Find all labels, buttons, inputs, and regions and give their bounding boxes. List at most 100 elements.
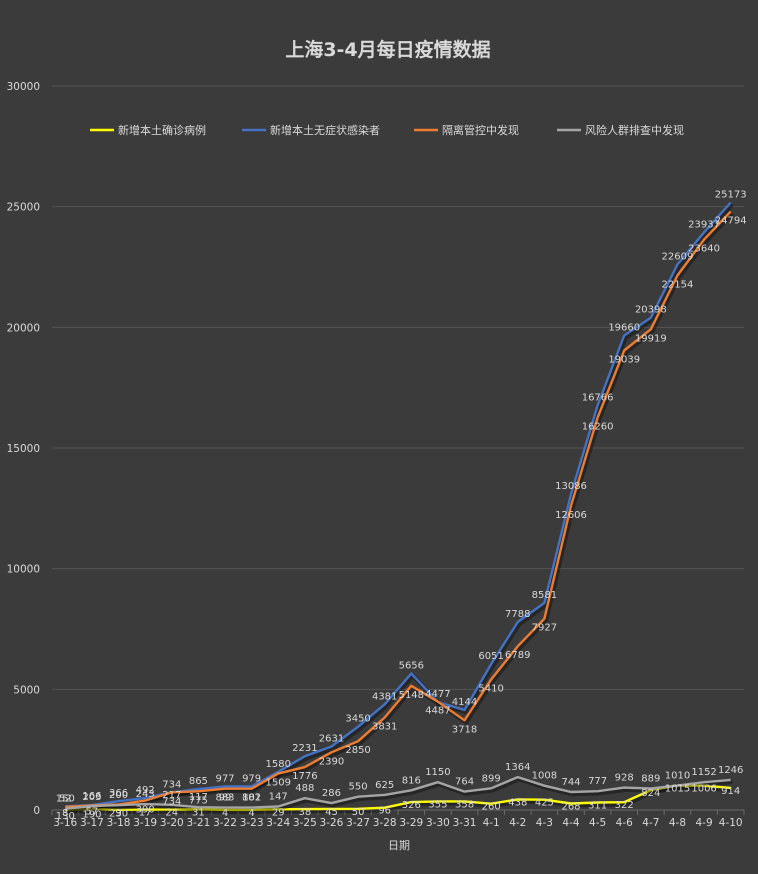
chart-title: 上海3-4月每日疫情数据 xyxy=(285,38,490,61)
series-line-shadow xyxy=(66,776,733,813)
data-label: 734 xyxy=(162,779,181,790)
data-label: 4477 xyxy=(425,689,450,700)
data-label: 99 xyxy=(219,793,232,804)
data-labels: 8 57 9 17 24 31 4 4 29 38 45 50 96 326 355 358 260 438 425… xyxy=(56,189,747,821)
data-label: 16766 xyxy=(582,392,614,403)
data-label: 355 xyxy=(428,799,447,810)
x-tick-label: 3-25 xyxy=(293,817,317,829)
data-label: 200 xyxy=(109,790,128,801)
data-label: 19660 xyxy=(608,323,640,334)
data-label: 50 xyxy=(352,807,365,818)
x-tick-label: 4-7 xyxy=(642,817,659,829)
data-label: 147 xyxy=(269,791,288,802)
data-label: 1364 xyxy=(505,762,530,773)
y-tick-label: 30000 xyxy=(7,81,40,93)
data-label: 1580 xyxy=(266,759,291,770)
data-label: 889 xyxy=(641,774,660,785)
data-label: 4 xyxy=(222,808,228,819)
data-label: 865 xyxy=(189,776,208,787)
legend-label: 新增本土确诊病例 xyxy=(118,123,206,137)
data-label: 744 xyxy=(561,777,580,788)
data-label: 25173 xyxy=(715,189,747,200)
data-label: 1006 xyxy=(691,784,716,795)
data-label: 899 xyxy=(482,773,501,784)
data-label: 550 xyxy=(349,782,368,793)
x-tick-label: 4-1 xyxy=(483,817,500,829)
x-tick-label: 4-9 xyxy=(695,817,712,829)
x-tick-label: 3-17 xyxy=(80,817,104,829)
data-label: 19039 xyxy=(608,355,640,366)
data-label: 24 xyxy=(165,807,178,818)
data-label: 6051 xyxy=(478,651,503,662)
x-tick-label: 3-19 xyxy=(133,817,157,829)
data-label: 4 xyxy=(248,808,254,819)
x-tick-label: 3-23 xyxy=(240,817,264,829)
series-line-shadow xyxy=(66,785,733,815)
x-tick-label: 4-8 xyxy=(669,817,686,829)
data-label: 217 xyxy=(162,790,181,801)
data-label: 1246 xyxy=(718,765,743,776)
data-label: 20398 xyxy=(635,305,667,316)
data-label: 734 xyxy=(162,796,181,807)
y-tick-label: 0 xyxy=(33,805,40,817)
data-label: 29 xyxy=(272,807,285,818)
data-label: 777 xyxy=(588,776,607,787)
data-label: 4487 xyxy=(425,706,450,717)
data-label: 882 xyxy=(242,793,261,804)
data-label: 4381 xyxy=(372,691,397,702)
series-line-shadow xyxy=(66,212,734,812)
data-label: 117 xyxy=(189,792,208,803)
data-label: 1152 xyxy=(691,767,716,778)
x-tick-label: 3-31 xyxy=(453,817,477,829)
data-label: 2631 xyxy=(319,734,344,745)
data-label: 31 xyxy=(192,807,205,818)
x-tick-label: 4-2 xyxy=(509,817,526,829)
data-label: 3450 xyxy=(345,714,370,725)
series-line-3 xyxy=(65,210,732,809)
data-label: 1150 xyxy=(425,767,450,778)
x-tick-label: 3-30 xyxy=(426,817,450,829)
series-lines xyxy=(65,201,734,815)
y-tick-label: 20000 xyxy=(7,322,40,334)
data-label: 23640 xyxy=(688,243,720,254)
data-label: 5410 xyxy=(478,683,503,694)
x-tick-label: 3-22 xyxy=(213,817,237,829)
x-tick-label: 4-10 xyxy=(719,817,743,829)
data-label: 286 xyxy=(322,788,341,799)
data-label: 52 xyxy=(59,794,72,805)
data-label: 45 xyxy=(325,807,338,818)
data-label: 979 xyxy=(242,773,261,784)
x-tick-label: 4-6 xyxy=(616,817,633,829)
data-label: 57 xyxy=(86,807,99,818)
data-label: 22154 xyxy=(662,279,694,290)
data-label: 311 xyxy=(588,800,607,811)
data-label: 190 xyxy=(82,809,101,820)
legend-label: 隔离管控中发现 xyxy=(442,123,519,137)
x-tick-label: 4-4 xyxy=(562,817,579,829)
series-line-4 xyxy=(65,775,731,810)
data-label: 1010 xyxy=(665,771,690,782)
data-label: 1015 xyxy=(665,784,690,795)
data-label: 775 xyxy=(189,795,208,806)
legend-label: 新增本土无症状感染者 xyxy=(270,123,380,137)
x-tick-label: 4-5 xyxy=(589,817,606,829)
data-label: 390 xyxy=(136,805,155,816)
data-label: 816 xyxy=(402,775,421,786)
legend-label: 风险人群排查中发现 xyxy=(585,123,684,137)
data-label: 260 xyxy=(482,802,501,813)
y-tick-label: 10000 xyxy=(7,564,40,576)
data-label: 6789 xyxy=(505,650,530,661)
data-label: 38 xyxy=(298,807,311,818)
data-label: 492 xyxy=(136,785,155,796)
data-label: 322 xyxy=(615,800,634,811)
data-label: 5148 xyxy=(399,690,424,701)
data-label: 9 xyxy=(115,808,121,819)
data-label: 7927 xyxy=(532,623,557,634)
data-label: 23937 xyxy=(688,219,720,230)
data-label: 24794 xyxy=(715,216,747,227)
data-label: 268 xyxy=(561,802,580,813)
